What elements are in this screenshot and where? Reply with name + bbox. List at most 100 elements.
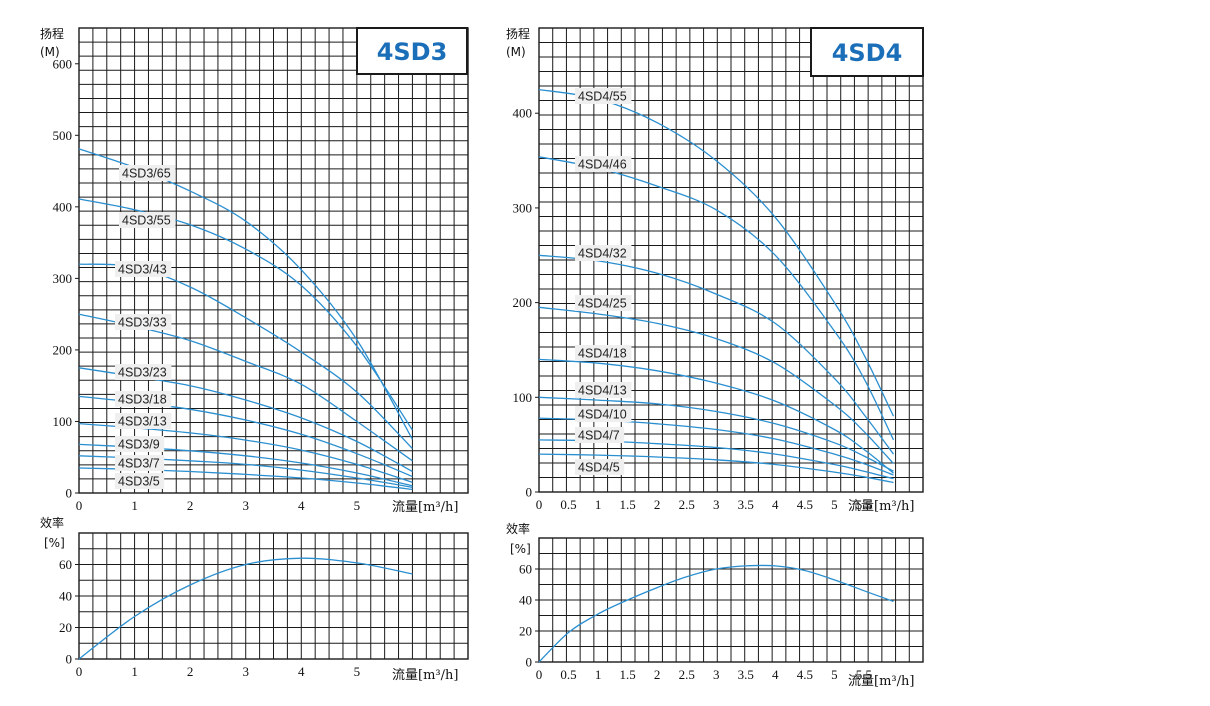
y-tick-label: 20 bbox=[519, 624, 532, 639]
y-axis-label: 效率 bbox=[40, 515, 64, 530]
model-badge-title: 4SD4 bbox=[832, 39, 903, 67]
y-tick-label: 100 bbox=[513, 390, 533, 405]
curve-label: 4SD3/65 bbox=[122, 167, 171, 181]
4sd4_head-panel: 0 100 200 300 400 0 0.5 1 1.5 2 2.5 3 3.5 4 4.5 5 5.5 扬程 (… bbox=[506, 26, 924, 514]
x-tick-label: 3.5 bbox=[738, 667, 754, 682]
4sd3_eff-panel: 0 20 40 60 0 1 2 3 4 5 效率 [%] 流量[m³/h] bbox=[40, 515, 469, 683]
series-line-4SD4/5 bbox=[538, 453, 894, 484]
x-tick-label: 4.5 bbox=[797, 497, 813, 512]
x-tick-label: 1 bbox=[131, 664, 138, 679]
x-tick-label: 4 bbox=[298, 498, 305, 513]
y-axis-unit: [%] bbox=[510, 542, 531, 556]
curve-label: 4SD3/43 bbox=[118, 263, 167, 277]
curve-label-bg bbox=[115, 391, 172, 407]
curve-label-bg bbox=[575, 156, 632, 172]
y-tick-label: 400 bbox=[53, 199, 73, 214]
curve-label-bg bbox=[119, 212, 176, 228]
y-tick-label: 0 bbox=[66, 486, 73, 501]
x-tick-label: 2 bbox=[654, 667, 661, 682]
4sd3_head-panel: 0 100 200 300 400 500 600 0 1 2 3 4 5 扬程 (M) 流量[m³/h] 4S… bbox=[40, 26, 469, 515]
curve-label-bg bbox=[575, 345, 632, 361]
plot-frame bbox=[538, 27, 924, 493]
curve-label: 4SD3/55 bbox=[122, 214, 171, 228]
curve-label: 4SD4/18 bbox=[578, 347, 627, 361]
x-tick-label: 2 bbox=[187, 664, 194, 679]
grid bbox=[79, 28, 468, 493]
curve-label-bg bbox=[575, 295, 632, 311]
curve-label-bg bbox=[115, 413, 172, 429]
x-axis-label: 流量[m³/h] bbox=[392, 668, 458, 683]
x-tick-label: 3 bbox=[713, 497, 720, 512]
curve-label: 4SD4/5 bbox=[578, 461, 620, 475]
y-axis-label: 扬程 bbox=[40, 26, 64, 41]
curve-label: 4SD3/5 bbox=[118, 475, 160, 489]
y-tick-label: 40 bbox=[59, 589, 72, 604]
x-tick-label: 5 bbox=[354, 498, 361, 513]
model-badge-box bbox=[356, 27, 468, 75]
4sd4_eff-panel: 0 20 40 60 0 0.5 1 1.5 2 2.5 3 3.5 4 4.5 5 5.5 效率 [%] 流量[m… bbox=[506, 521, 924, 689]
curve-label-bg bbox=[575, 427, 625, 443]
curve-label-bg bbox=[115, 314, 172, 330]
y-axis-label: 扬程 bbox=[506, 26, 530, 41]
curve-label: 4SD4/46 bbox=[578, 158, 627, 172]
curve-label: 4SD3/33 bbox=[118, 316, 167, 330]
y-tick-label: 0 bbox=[526, 655, 533, 670]
x-tick-label: 1.5 bbox=[619, 667, 635, 682]
series-line-4sd3_eff bbox=[78, 557, 413, 660]
x-tick-label: 5.5 bbox=[856, 497, 872, 512]
curve-label: 4SD4/55 bbox=[578, 90, 627, 104]
curve-label: 4SD4/13 bbox=[578, 384, 627, 398]
y-tick-label: 200 bbox=[513, 295, 533, 310]
series-line-4SD4/32 bbox=[538, 254, 895, 455]
x-tick-label: 4 bbox=[298, 664, 305, 679]
curve-label: 4SD4/10 bbox=[578, 408, 627, 422]
y-tick-label: 300 bbox=[53, 271, 73, 286]
x-tick-label: 2.5 bbox=[679, 667, 695, 682]
curve-label: 4SD4/25 bbox=[578, 297, 627, 311]
x-tick-label: 1.5 bbox=[619, 497, 635, 512]
y-axis-unit: [%] bbox=[44, 536, 65, 550]
y-tick-label: 400 bbox=[513, 106, 533, 121]
curve-label: 4SD3/23 bbox=[118, 366, 167, 380]
y-tick-label: 60 bbox=[519, 562, 532, 577]
y-tick-label: 0 bbox=[526, 485, 533, 500]
x-tick-label: 2.5 bbox=[679, 497, 695, 512]
series-line-4sd4_eff bbox=[538, 564, 894, 663]
y-tick-label: 500 bbox=[53, 128, 73, 143]
x-tick-label: 4 bbox=[772, 667, 779, 682]
x-tick-label: 3 bbox=[713, 667, 720, 682]
x-axis-label: 流量[m³/h] bbox=[848, 674, 914, 689]
grid bbox=[539, 28, 923, 492]
y-axis-label: 效率 bbox=[506, 521, 530, 536]
plot-frame bbox=[78, 27, 469, 494]
grid bbox=[79, 533, 468, 659]
curve-label: 4SD4/7 bbox=[578, 429, 620, 443]
x-tick-label: 3 bbox=[242, 498, 249, 513]
series-line-4SD4/13 bbox=[538, 396, 894, 472]
curve-label-bg bbox=[575, 382, 632, 398]
curve-label: 4SD3/13 bbox=[118, 415, 167, 429]
grid bbox=[539, 538, 923, 662]
y-tick-label: 60 bbox=[59, 557, 72, 572]
x-tick-label: 5 bbox=[831, 497, 838, 512]
x-tick-label: 3.5 bbox=[738, 497, 754, 512]
series-line-4SD4/25 bbox=[538, 306, 894, 465]
curve-label-bg bbox=[575, 88, 632, 104]
curve-label-bg bbox=[115, 455, 165, 471]
x-tick-label: 0 bbox=[76, 498, 83, 513]
curve-label-bg bbox=[575, 459, 625, 475]
y-tick-label: 300 bbox=[513, 200, 533, 215]
x-axis-label: 流量[m³/h] bbox=[848, 499, 914, 514]
x-tick-label: 5 bbox=[831, 667, 838, 682]
curve-label: 4SD3/7 bbox=[118, 457, 160, 471]
curve-label-bg bbox=[115, 436, 165, 452]
series-line-4SD4/18 bbox=[538, 358, 894, 474]
y-tick-label: 40 bbox=[519, 593, 532, 608]
model-badge-title: 4SD3 bbox=[377, 38, 448, 66]
x-tick-label: 1 bbox=[595, 667, 602, 682]
curve-label-bg bbox=[115, 364, 172, 380]
x-tick-label: 3 bbox=[242, 664, 249, 679]
y-tick-label: 0 bbox=[66, 652, 73, 667]
x-tick-label: 4.5 bbox=[797, 667, 813, 682]
